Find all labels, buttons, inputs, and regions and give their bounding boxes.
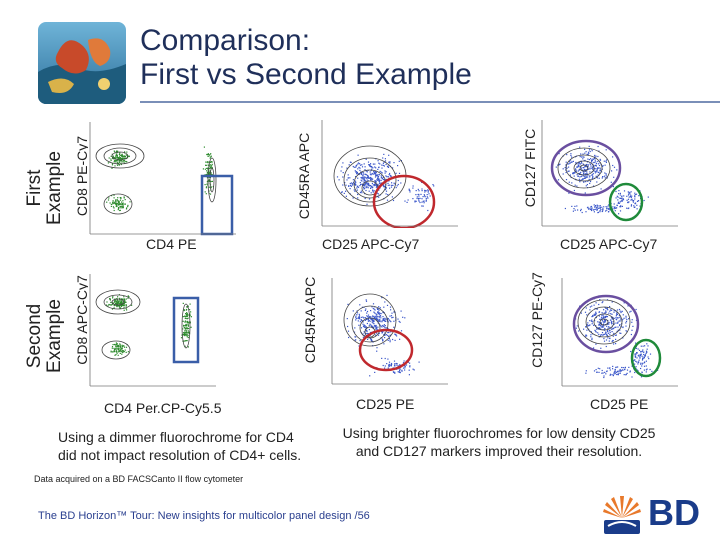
page-title: Comparison: First vs Second Example — [140, 24, 472, 92]
page-number: 56 — [357, 510, 370, 522]
bd-logo: BD — [600, 490, 718, 536]
contour-plot — [577, 299, 631, 345]
title-line-2: First vs Second Example — [140, 58, 472, 91]
gate-blue — [172, 296, 200, 364]
contour-plot — [95, 289, 191, 360]
caption-left: Using a dimmer fluorochrome for CD4 did … — [58, 429, 302, 463]
contour-plot — [95, 143, 217, 215]
r2c3-y-label: CD127 PE-Cy7 — [529, 272, 545, 368]
r1c3-y-label: CD127 FITC — [522, 128, 538, 208]
r1c1-x-label: CD4 PE — [146, 236, 197, 252]
bd-wordmark: BD — [648, 492, 700, 533]
row-label-first: First Example — [24, 151, 65, 225]
gate-red — [372, 174, 436, 228]
caption-right: Using brighter fluorochromes for low den… — [342, 425, 656, 459]
event-dots — [555, 145, 649, 215]
gate-green — [608, 182, 644, 222]
gate-red — [358, 328, 414, 372]
r2c1-x-label: CD4 Per.CP-Cy5.5 — [104, 400, 222, 416]
footer: The BD Horizon™ Tour: New insights for m… — [38, 510, 370, 522]
plot-r2c1 — [88, 272, 218, 388]
gate-purple — [572, 294, 640, 354]
event-dots — [105, 294, 192, 356]
contour-plot — [343, 293, 397, 347]
title-divider — [140, 101, 720, 103]
footer-text: The BD Horizon™ Tour: New insights for m… — [38, 510, 358, 522]
event-dots — [346, 294, 420, 377]
contour-plot — [557, 147, 611, 189]
r2c3-x-label: CD25 PE — [590, 396, 649, 412]
gate-green — [630, 338, 662, 378]
r1c2-x-label: CD25 APC-Cy7 — [322, 236, 420, 252]
plot-r1c3 — [540, 118, 680, 228]
plot-r2c3 — [560, 276, 680, 388]
title-photo — [38, 22, 126, 104]
acquisition-note: Data acquired on a BD FACSCanto II flow … — [34, 474, 244, 484]
plot-r1c2 — [320, 118, 460, 228]
event-dots — [336, 153, 435, 212]
bd-sunburst-icon — [603, 496, 641, 534]
plot-r2c2 — [330, 276, 450, 386]
r2c2-x-label: CD25 PE — [356, 396, 415, 412]
title-line-1: Comparison: — [140, 24, 311, 57]
plot-r1c1 — [88, 118, 238, 236]
r1c2-y-label: CD45RA APC — [296, 132, 312, 220]
event-dots — [575, 295, 659, 379]
row-label-second: Second Example — [24, 299, 65, 373]
r1c3-x-label: CD25 APC-Cy7 — [560, 236, 658, 252]
r2c2-y-label: CD45RA APC — [302, 276, 318, 364]
event-dots — [106, 146, 214, 212]
gate-purple — [550, 139, 622, 197]
